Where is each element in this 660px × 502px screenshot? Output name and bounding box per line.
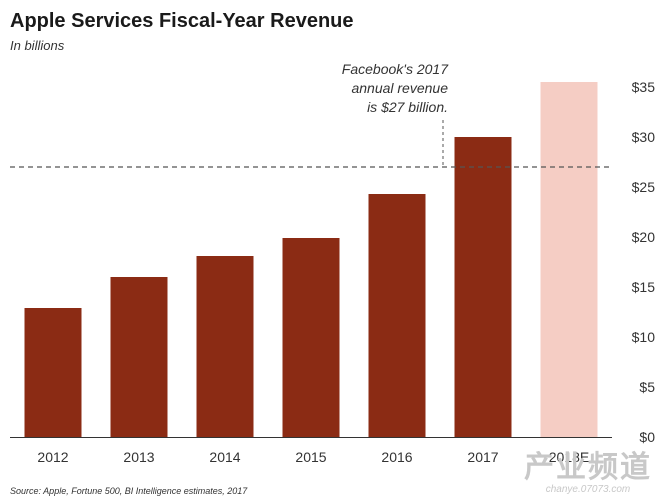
bar-2012 xyxy=(24,308,82,437)
annotation-line: Facebook's 2017 xyxy=(342,61,449,77)
bar-2017 xyxy=(454,137,512,437)
x-tick-label: 2018E xyxy=(549,449,589,465)
chart-subtitle: In billions xyxy=(10,38,65,53)
x-tick-label: 2017 xyxy=(467,449,498,465)
y-tick-label: $0 xyxy=(639,429,655,445)
y-tick-label: $35 xyxy=(632,79,656,95)
y-tick-label: $15 xyxy=(632,279,656,295)
annotation-line: annual revenue xyxy=(351,80,448,96)
bar-2013 xyxy=(110,277,168,437)
y-tick-label: $5 xyxy=(639,379,655,395)
x-tick-label: 2013 xyxy=(123,449,154,465)
bar-2018E xyxy=(540,82,598,437)
chart-title: Apple Services Fiscal-Year Revenue xyxy=(10,10,354,32)
bar-2014 xyxy=(196,256,254,437)
source-note: Source: Apple, Fortune 500, BI Intellige… xyxy=(10,486,248,496)
bar-2016 xyxy=(368,194,426,437)
watermark-text: 产业频道 xyxy=(524,451,652,484)
y-tick-label: $25 xyxy=(632,179,656,195)
x-tick-label: 2016 xyxy=(381,449,412,465)
annotation-line: is $27 billion. xyxy=(367,99,448,115)
watermark-url: chanye.07073.com xyxy=(545,484,631,495)
y-tick-label: $20 xyxy=(632,229,656,245)
bar-2015 xyxy=(282,238,340,437)
x-tick-label: 2015 xyxy=(295,449,326,465)
x-tick-label: 2014 xyxy=(209,449,240,465)
watermark-logo: 产业频道 chanye.07073.com xyxy=(524,452,652,496)
x-tick-label: 2012 xyxy=(37,449,68,465)
y-tick-label: $30 xyxy=(632,129,656,145)
y-tick-label: $10 xyxy=(632,329,656,345)
